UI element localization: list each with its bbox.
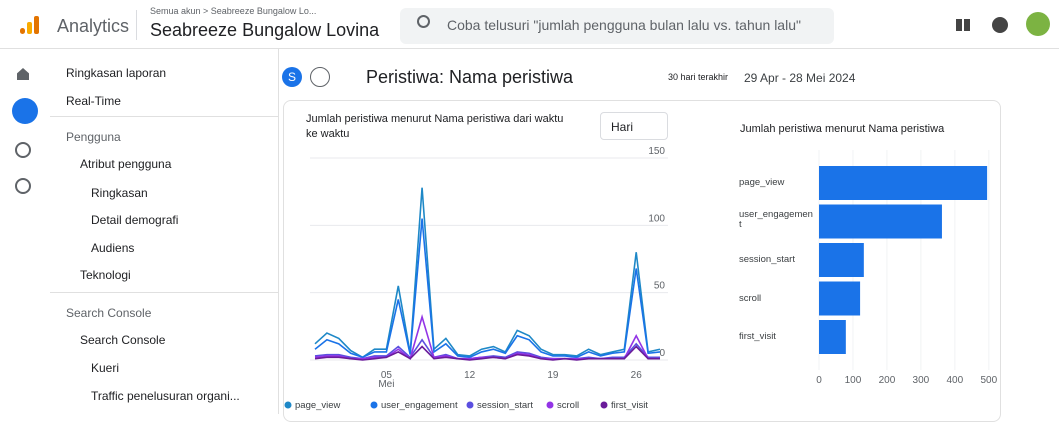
legend-label: scroll [557, 400, 579, 411]
legend-label: session_start [477, 400, 533, 411]
x-tick-label: 12 [464, 370, 476, 381]
x-tick-label-line: Mei [378, 379, 394, 390]
y-tick-label: 0 [659, 348, 665, 359]
bar [819, 166, 987, 200]
bar [819, 282, 860, 316]
x-tick-label: 400 [947, 375, 964, 386]
series-line [315, 219, 660, 358]
bar [819, 320, 846, 354]
legend-swatch [601, 402, 608, 409]
x-tick-label: 500 [980, 375, 997, 386]
x-tick-label: 0 [816, 375, 822, 386]
x-tick-label-line: 26 [631, 370, 643, 381]
series-line [315, 188, 660, 358]
bar [819, 243, 864, 277]
x-tick-label: 100 [845, 375, 862, 386]
legend-label: page_view [295, 400, 341, 411]
legend-swatch [467, 402, 474, 409]
x-tick-label: 300 [913, 375, 930, 386]
x-tick-label: 26 [631, 370, 643, 381]
x-tick-label: 19 [547, 370, 559, 381]
legend-label: user_engagement [381, 400, 458, 411]
page: Analytics Semua akun > Seabreeze Bungalo… [0, 0, 1059, 414]
y-tick-label: 100 [648, 213, 665, 224]
legend-swatch [371, 402, 378, 409]
x-tick-label-line: 12 [464, 370, 476, 381]
y-tick-label: 50 [654, 281, 666, 292]
y-tick-label: 150 [648, 146, 665, 157]
legend-swatch [285, 402, 292, 409]
bar [819, 205, 942, 239]
legend-swatch [547, 402, 554, 409]
x-tick-label: 200 [879, 375, 896, 386]
charts: 0 50 100 150 05Mei 12 19 26 page_view user_engage… [0, 0, 1059, 414]
x-tick-label-line: 19 [547, 370, 559, 381]
legend-label: first_visit [611, 400, 648, 411]
